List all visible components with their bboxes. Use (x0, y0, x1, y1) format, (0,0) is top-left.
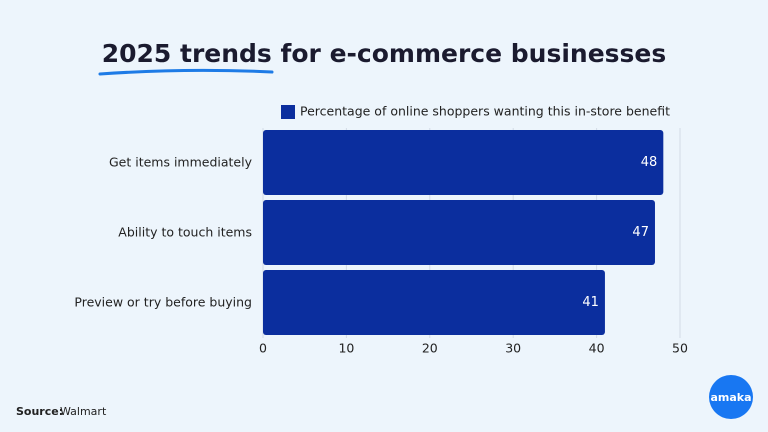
source-label: Source: (16, 405, 63, 418)
bar (263, 200, 655, 265)
bar (263, 270, 605, 335)
x-tick-label: 0 (259, 341, 267, 356)
legend-swatch (281, 105, 295, 119)
value-label: 48 (641, 155, 658, 170)
x-tick-label: 50 (672, 341, 688, 356)
chart-title: 2025 trends for e-commerce businesses (102, 39, 667, 68)
value-label: 47 (632, 225, 649, 240)
y-tick-label: Preview or try before buying (74, 295, 252, 310)
source: Walmart (60, 405, 107, 418)
x-tick-label: 10 (338, 341, 354, 356)
x-tick-label: 30 (505, 341, 521, 356)
x-tick-label: 20 (422, 341, 438, 356)
logo: amaka (710, 391, 751, 404)
logo-circle (709, 375, 753, 419)
plot: 0 10 20 30 40 50 Percentage of online shoppers… (74, 104, 688, 356)
legend-label: Percentage of online shoppers wanting th… (300, 104, 670, 119)
x-tick-label: 40 (589, 341, 605, 356)
y-tick-label: Get items immediately (109, 155, 253, 170)
bar (263, 130, 664, 195)
value-label: 41 (582, 295, 599, 310)
y-tick-label: Ability to touch items (118, 225, 252, 240)
title-underline (98, 68, 274, 76)
